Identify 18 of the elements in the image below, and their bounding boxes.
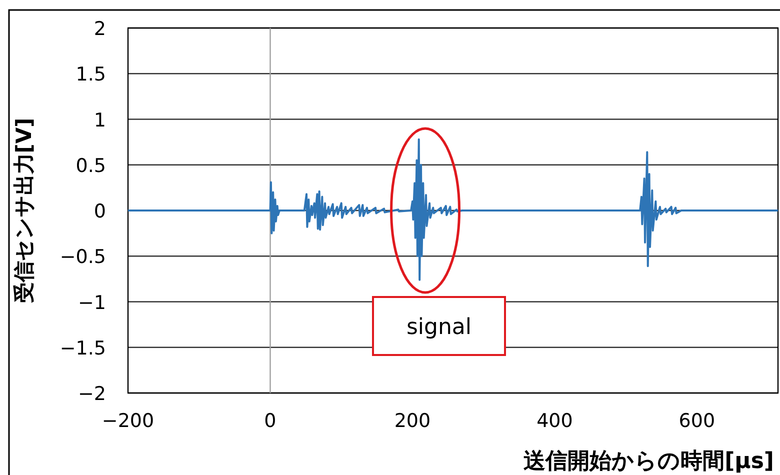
y-tick-label: −1 [78, 292, 106, 314]
x-tick-label: −200 [102, 410, 154, 432]
y-tick-label: −1.5 [60, 337, 106, 360]
x-axis-title: 送信開始からの時間[µs] [524, 449, 774, 474]
y-axis-title: 受信センサ出力[V] [12, 118, 36, 304]
y-tick-label: 0.5 [76, 154, 106, 177]
x-tick-label: 200 [394, 410, 431, 432]
y-tick-label: 2 [94, 18, 106, 40]
y-tick-label: −0.5 [60, 246, 106, 268]
x-tick-label: 600 [678, 410, 716, 432]
line-series [127, 138, 779, 281]
y-tick-label: −2 [78, 383, 106, 405]
x-tick-label: 0 [264, 410, 276, 432]
y-tick-label: 1 [94, 109, 106, 132]
y-tick-label: 1.5 [76, 64, 106, 86]
y-tick-label: 0 [94, 200, 106, 222]
annotation: signal [406, 315, 472, 340]
x-tick-label: 400 [536, 410, 573, 432]
